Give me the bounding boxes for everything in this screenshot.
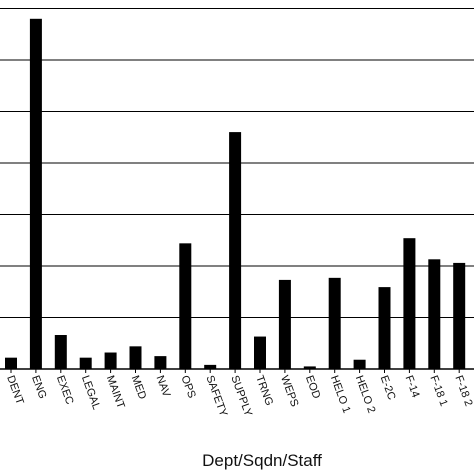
x-tick-label: TRNG — [253, 374, 275, 407]
x-tick-label: F-14 — [403, 374, 422, 399]
x-tick-label: HELO 1 — [328, 374, 353, 415]
x-tick-label: MED — [129, 374, 149, 401]
bar-helo-2 — [353, 359, 366, 369]
x-tick-label: EOD — [303, 374, 322, 401]
bar-dent — [5, 357, 17, 369]
bar-f-14 — [403, 238, 416, 369]
bar-safety — [204, 364, 217, 369]
bar-eod — [303, 366, 316, 369]
bar-exec — [54, 335, 67, 369]
x-tick-label: F-18 2 — [452, 374, 474, 408]
bar-ops — [179, 243, 192, 369]
x-tick-label: WEPS — [278, 374, 300, 409]
bar-f-18-1 — [428, 259, 441, 369]
x-tick-label: DENT — [4, 374, 26, 407]
bar-eng — [29, 18, 42, 370]
bar-legal — [79, 357, 92, 369]
bar-maint — [104, 352, 117, 369]
x-ticks — [10, 369, 460, 373]
x-tick-labels: DENT ENG EXEC LEGAL MAINT MED NAV OPS SAFETYSUPP… — [4, 374, 474, 419]
x-axis-title: Dept/Sqdn/Staff — [202, 451, 322, 470]
bars — [5, 18, 466, 370]
x-tick-label: SAFETY — [203, 374, 229, 419]
bar-e-2c — [378, 287, 391, 369]
bar-helo-1 — [328, 277, 341, 369]
x-tick-label: ENG — [29, 374, 48, 401]
bar-weps — [278, 279, 291, 369]
x-tick-label: SUPPLY — [228, 374, 254, 419]
bar-supply — [229, 132, 242, 369]
bar-med — [129, 346, 142, 369]
x-tick-label: NAV — [154, 374, 173, 399]
bar-nav — [154, 356, 167, 369]
x-tick-label: LEGAL — [79, 374, 102, 411]
bar-trng — [254, 336, 266, 369]
x-tick-label: EXEC — [54, 374, 76, 406]
x-tick-label: MAINT — [104, 374, 127, 411]
bar-f-18-2 — [453, 262, 466, 369]
x-tick-label: F-18 1 — [427, 374, 449, 408]
x-tick-label: OPS — [178, 374, 197, 400]
x-tick-label: E-2C — [378, 374, 398, 402]
x-tick-label: HELO 2 — [353, 374, 378, 415]
